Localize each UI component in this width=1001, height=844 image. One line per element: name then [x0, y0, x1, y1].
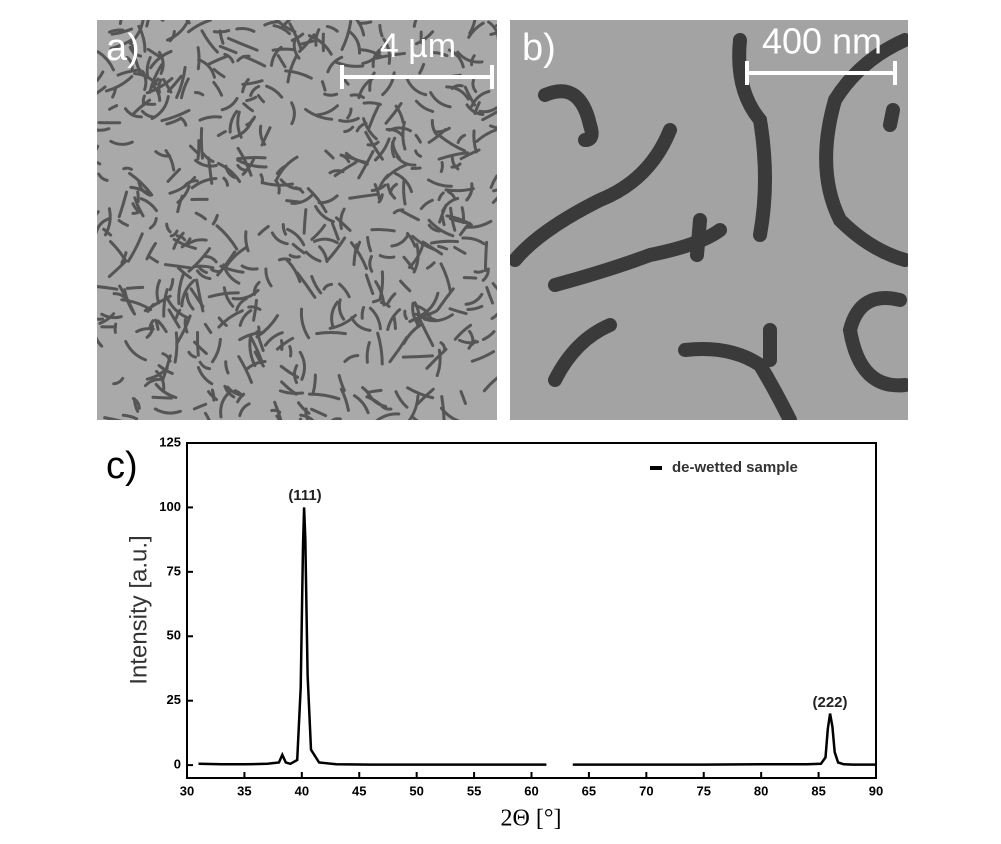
data-line: [199, 507, 877, 764]
legend-label: de-wetted sample: [672, 459, 798, 476]
sem-feature: [290, 347, 291, 356]
sem-feature: [403, 356, 432, 357]
peak-annotation: (222): [812, 694, 847, 711]
y-tick-label: 50: [167, 628, 181, 643]
sem-feature: [92, 318, 102, 319]
sem-feature: [496, 26, 509, 29]
sem-feature: [404, 181, 405, 204]
x-tick-label: 40: [295, 783, 309, 798]
x-tick-label: 70: [639, 783, 653, 798]
sem-feature: [83, 161, 100, 164]
y-tick-label: 0: [174, 757, 181, 772]
scale-bar-label: 4 µm: [380, 27, 456, 65]
sem-feature: [155, 14, 163, 20]
sem-feature: [485, 242, 486, 270]
panel-label: c): [106, 445, 138, 487]
x-tick-label: 80: [754, 783, 768, 798]
sem-feature: [372, 230, 394, 231]
y-tick-label: 25: [167, 692, 181, 707]
sem-feature: [89, 212, 98, 231]
x-tick-label: 75: [697, 783, 711, 798]
sem-feature: [325, 94, 337, 95]
y-tick-label: 100: [159, 499, 181, 514]
sem-feature: [124, 168, 132, 169]
sem-feature: [198, 48, 199, 69]
sem-feature: [194, 266, 213, 268]
sem-feature: [287, 201, 299, 202]
sem-feature: [441, 163, 442, 172]
sem-feature: [412, 168, 420, 169]
sem-feature: [442, 216, 444, 224]
sem-feature: [362, 307, 363, 318]
sem-feature: [283, 419, 301, 438]
y-axis-label: Intensity [a.u.]: [125, 535, 152, 684]
sem-feature: [115, 324, 116, 332]
sem-feature: [258, 327, 259, 336]
x-tick-label: 30: [180, 783, 194, 798]
sem-feature: [127, 287, 142, 288]
y-tick-label: 75: [167, 563, 181, 578]
x-tick-label: 85: [811, 783, 825, 798]
x-tick-label: 55: [467, 783, 481, 798]
x-axis-label: 2Θ [°]: [501, 806, 562, 832]
sem-feature: [330, 419, 340, 423]
sem-feature: [79, 146, 98, 162]
sem-feature: [198, 141, 199, 159]
sem-feature: [138, 192, 139, 202]
sem-feature: [261, 175, 262, 183]
y-tick-label: 125: [159, 434, 181, 449]
sem-feature: [282, 341, 283, 350]
sem-feature: [273, 49, 294, 50]
panel-label: b): [522, 27, 556, 69]
sem-feature: [304, 210, 306, 234]
sem-feature: [431, 241, 457, 243]
x-tick-label: 45: [352, 783, 366, 798]
sem-feature: [214, 31, 228, 32]
peak-annotation: (111): [288, 487, 321, 504]
sem-feature: [462, 208, 463, 223]
x-tick-label: 60: [524, 783, 538, 798]
sem-feature: [405, 311, 407, 318]
x-tick-label: 65: [582, 783, 596, 798]
sem-feature: [475, 271, 483, 272]
sem-feature: [147, 18, 149, 26]
x-tick-label: 35: [237, 783, 251, 798]
sem-feature: [212, 390, 213, 400]
sem-feature: [394, 317, 395, 328]
sem-feature: [175, 333, 177, 362]
sem-feature: [185, 320, 187, 332]
x-tick-label: 90: [869, 783, 883, 798]
sem-feature: [317, 332, 346, 333]
scale-bar-label: 400 nm: [762, 21, 882, 62]
sem-feature: [238, 157, 265, 158]
sem-feature: [371, 390, 381, 391]
panel-label: a): [106, 27, 140, 69]
x-tick-label: 50: [409, 783, 423, 798]
sem-feature: [153, 397, 172, 398]
